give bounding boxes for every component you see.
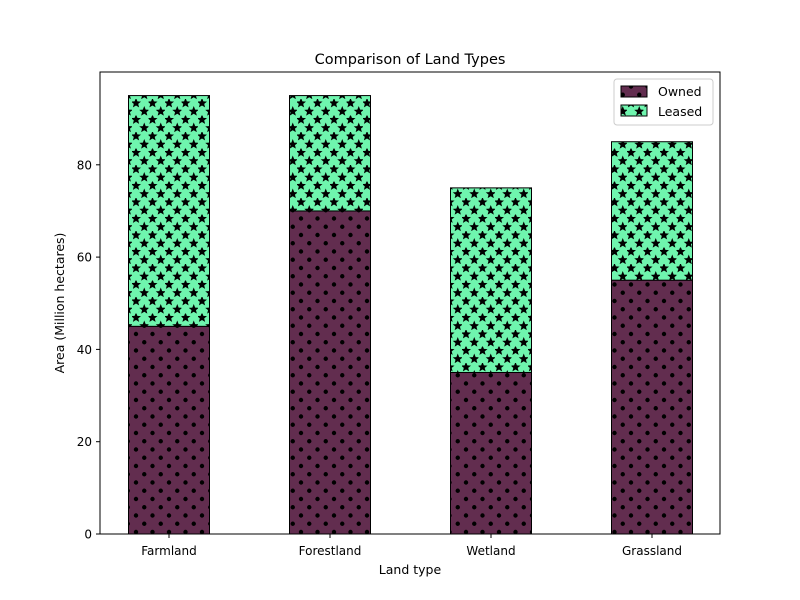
bar-owned-forestland [289,210,371,535]
x-tick-label: Farmland [141,544,196,558]
bars-layer [128,95,693,535]
bar-owned-wetland [450,371,532,535]
y-tick-label: 60 [77,251,92,265]
y-tick-label: 40 [77,343,92,357]
x-axis: Farmland Forestland Wetland Grassland [141,534,682,558]
bar-leased-farmland [128,95,210,327]
legend-label-owned: Owned [658,84,702,99]
bar-owned-grassland [611,279,693,535]
x-tick-label: Wetland [466,544,515,558]
x-tick-label: Forestland [299,544,362,558]
legend-swatch-owned [620,85,648,98]
legend: Owned Leased [613,78,714,126]
y-tick-label: 0 [84,528,92,542]
legend-swatch-leased [620,104,648,117]
legend-label-leased: Leased [658,104,702,119]
bar-owned-farmland [128,325,210,535]
x-tick-label: Grassland [622,544,682,558]
chart-title: Comparison of Land Types [315,52,506,68]
bar-leased-grassland [611,141,693,281]
y-tick-label: 20 [77,435,92,449]
y-tick-label: 80 [77,158,92,172]
plot-frame [99,71,721,535]
x-axis-label: Land type [379,562,442,577]
y-axis-label: Area (Million hectares) [52,233,67,374]
bar-leased-wetland [450,187,532,373]
y-axis: 0 20 40 60 80 [77,158,100,542]
bar-leased-forestland [289,95,371,212]
